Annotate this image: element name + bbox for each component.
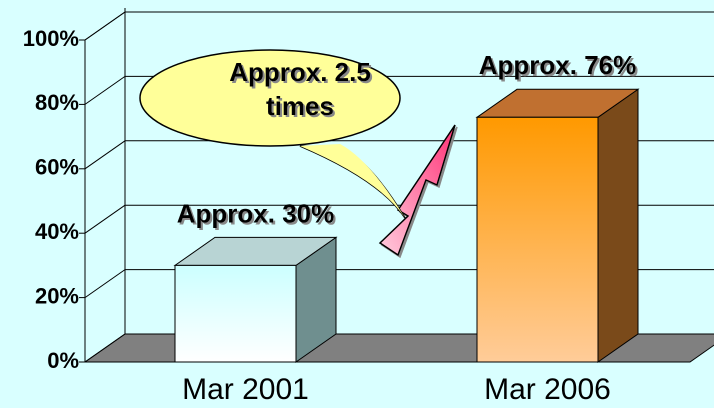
- y-tick-label: 80%: [35, 90, 79, 115]
- bars: Approx. 30% Mar 2001 Approx. 76% Mar 2006: [173, 50, 640, 406]
- callout-join: [300, 144, 405, 218]
- callout: [139, 49, 401, 147]
- callout-text: Approx. 2.5: [229, 57, 371, 87]
- grid-line: [84, 11, 126, 41]
- arrow: [378, 124, 456, 257]
- grid-line: [84, 140, 126, 170]
- data-label: Approx. 30%: [177, 198, 335, 228]
- grid-line: [84, 269, 126, 299]
- y-tick-label: 0%: [47, 348, 79, 373]
- callout-text: times: [266, 91, 334, 121]
- y-tick-label: 40%: [35, 219, 79, 244]
- x-tick-label: Mar 2001: [182, 373, 309, 406]
- bar: [174, 264, 297, 363]
- y-tick-label: 100%: [23, 26, 79, 51]
- y-tick-label: 60%: [35, 155, 79, 180]
- x-tick-label: Mar 2006: [484, 373, 611, 406]
- grid-line: [84, 75, 126, 105]
- grid-line: [84, 204, 126, 234]
- grid-line: [84, 333, 126, 363]
- bar-side: [597, 88, 639, 363]
- data-label: Approx. 76%: [479, 50, 637, 80]
- bar: [476, 116, 599, 363]
- y-tick-label: 20%: [35, 283, 79, 308]
